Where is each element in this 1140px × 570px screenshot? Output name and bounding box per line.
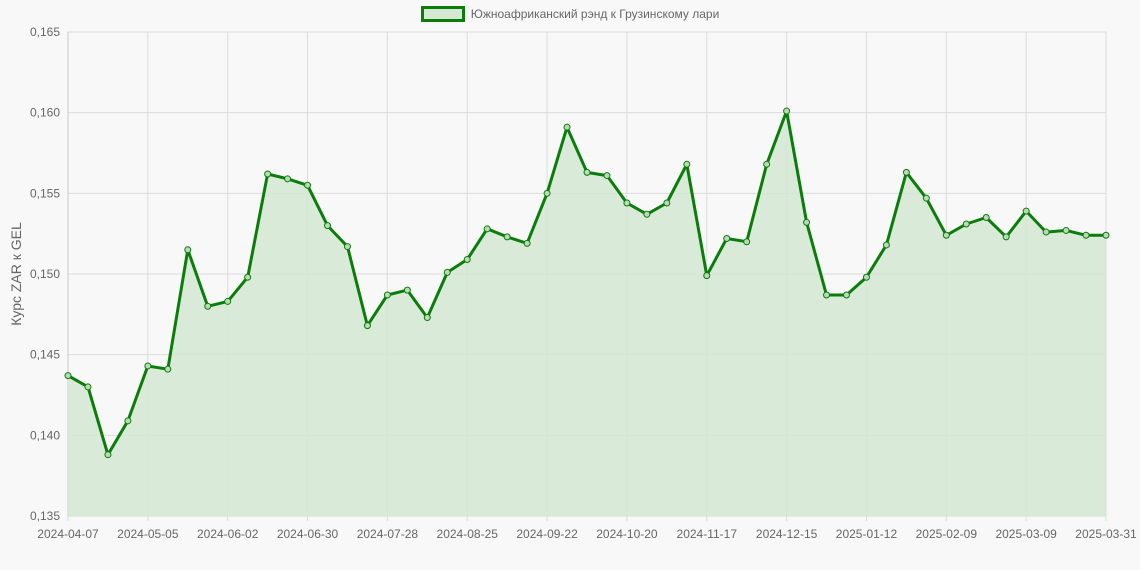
data-point[interactable] [84, 383, 92, 391]
data-point[interactable] [1042, 228, 1050, 236]
data-point[interactable] [1102, 231, 1110, 239]
data-point[interactable] [184, 246, 192, 254]
x-tick-label: 2024-05-05 [117, 527, 179, 541]
data-point[interactable] [623, 199, 631, 207]
data-point[interactable] [962, 220, 970, 228]
x-tick-label: 2025-03-31 [1075, 527, 1137, 541]
data-point[interactable] [244, 273, 252, 281]
data-point[interactable] [443, 268, 451, 276]
data-point[interactable] [224, 297, 232, 305]
data-point[interactable] [463, 255, 471, 263]
data-point[interactable] [603, 172, 611, 180]
data-point[interactable] [264, 170, 272, 178]
data-point[interactable] [583, 168, 591, 176]
y-tick-label: 0,160 [30, 106, 60, 120]
data-point[interactable] [803, 218, 811, 226]
legend: Южноафриканский рэнд к Грузинскому лари [0, 6, 1140, 25]
x-tick-label: 2024-04-07 [37, 527, 99, 541]
data-point[interactable] [343, 243, 351, 251]
x-tick-label: 2024-12-15 [756, 527, 818, 541]
x-tick-label: 2024-06-02 [197, 527, 259, 541]
data-point[interactable] [763, 160, 771, 168]
data-point[interactable] [104, 451, 112, 459]
x-tick-label: 2024-06-30 [277, 527, 339, 541]
data-point[interactable] [1082, 231, 1090, 239]
y-tick-label: 0,155 [30, 186, 60, 200]
data-point[interactable] [743, 238, 751, 246]
data-point[interactable] [982, 214, 990, 222]
data-point[interactable] [164, 365, 172, 373]
data-point[interactable] [144, 362, 152, 370]
data-point[interactable] [843, 291, 850, 299]
data-point[interactable] [862, 273, 870, 281]
x-tick-label: 2024-08-25 [437, 527, 499, 541]
data-point[interactable] [723, 235, 731, 243]
data-point[interactable] [204, 302, 212, 310]
data-point[interactable] [1062, 226, 1070, 234]
data-point[interactable] [663, 199, 671, 207]
y-tick-label: 0,135 [30, 509, 60, 523]
legend-swatch-icon [420, 6, 465, 22]
data-point[interactable] [643, 210, 651, 218]
data-point[interactable] [383, 291, 391, 299]
y-tick-label: 0,150 [30, 267, 60, 281]
data-point[interactable] [902, 168, 910, 176]
y-tick-label: 0,140 [30, 428, 60, 442]
legend-label: Южноафриканский рэнд к Грузинскому лари [470, 7, 720, 21]
data-point[interactable] [1022, 207, 1030, 215]
data-point[interactable] [783, 107, 791, 115]
x-tick-label: 2025-03-09 [995, 527, 1057, 541]
x-tick-label: 2024-11-17 [677, 527, 738, 541]
data-point[interactable] [363, 322, 371, 330]
legend-item[interactable]: Южноафриканский рэнд к Грузинскому лари [420, 6, 720, 22]
data-point[interactable] [922, 194, 930, 202]
area-fill [68, 111, 1106, 516]
data-point[interactable] [683, 160, 691, 168]
x-tick-label: 2024-10-20 [596, 527, 658, 541]
data-point[interactable] [124, 417, 132, 425]
data-point[interactable] [823, 291, 831, 299]
data-point[interactable] [324, 222, 331, 230]
data-point[interactable] [882, 241, 890, 249]
data-point[interactable] [64, 372, 72, 380]
data-point[interactable] [942, 231, 950, 239]
data-point[interactable] [403, 286, 411, 294]
data-point[interactable] [523, 239, 531, 247]
data-point[interactable] [1002, 233, 1010, 241]
x-tick-label: 2024-09-22 [516, 527, 578, 541]
y-tick-label: 0,145 [30, 348, 60, 362]
data-point[interactable] [304, 181, 312, 189]
x-tick-label: 2025-02-09 [916, 527, 978, 541]
data-point[interactable] [423, 314, 431, 322]
y-tick-label: 0,165 [30, 25, 60, 39]
x-tick-label: 2024-07-28 [357, 527, 419, 541]
data-point[interactable] [563, 123, 571, 131]
data-point[interactable] [503, 233, 511, 241]
data-point[interactable] [703, 272, 711, 280]
data-point[interactable] [483, 225, 491, 233]
x-tick-label: 2025-01-12 [836, 527, 898, 541]
data-point[interactable] [284, 175, 292, 183]
data-point[interactable] [543, 189, 551, 197]
